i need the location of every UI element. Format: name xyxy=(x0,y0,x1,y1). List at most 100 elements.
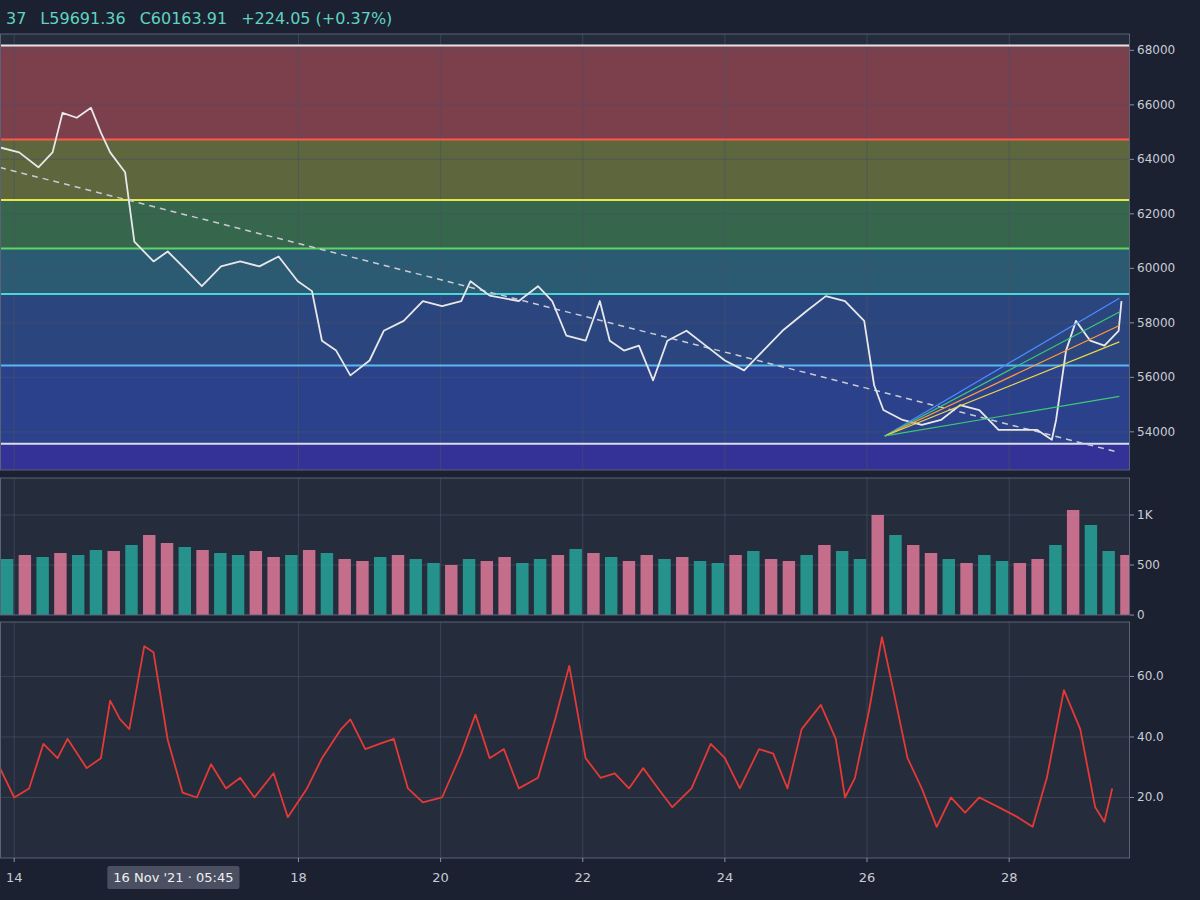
y-grid-line xyxy=(0,736,1130,737)
x-grid-line xyxy=(867,622,868,858)
volume-bar xyxy=(836,551,848,615)
volume-bar xyxy=(907,545,919,615)
x-grid-line xyxy=(14,478,15,615)
fan-line xyxy=(885,298,1120,436)
volume-bar xyxy=(90,550,102,615)
y-tick-label: 66000 xyxy=(1137,98,1175,112)
x-tick xyxy=(582,858,583,862)
x-grid-line xyxy=(724,622,725,858)
volume-bar xyxy=(285,555,297,615)
x-grid-line xyxy=(582,34,583,470)
x-tick-label: 18 xyxy=(290,870,307,885)
volume-bar xyxy=(996,561,1008,615)
x-grid-line xyxy=(440,34,441,470)
volume-bar xyxy=(374,557,386,615)
volume-bar xyxy=(694,561,706,615)
y-tick xyxy=(1130,797,1134,798)
volume-bar xyxy=(125,545,137,615)
y-tick-label: 60000 xyxy=(1137,261,1175,275)
plot-background xyxy=(0,34,1130,470)
volume-bar xyxy=(232,555,244,615)
volume-bar xyxy=(107,551,119,615)
plot-background xyxy=(0,622,1130,858)
volume-bar xyxy=(410,559,422,615)
volume-bar xyxy=(54,553,66,615)
x-grid-line xyxy=(867,478,868,615)
y-tick xyxy=(1130,268,1134,269)
y-tick-label: 62000 xyxy=(1137,207,1175,221)
x-grid-line xyxy=(1009,34,1010,470)
x-tick xyxy=(1009,858,1010,862)
y-tick-label: 40.0 xyxy=(1137,730,1164,744)
x-tick xyxy=(867,858,868,862)
y-tick-label: 1K xyxy=(1137,508,1154,522)
volume-bar xyxy=(1120,555,1130,615)
volume-bar xyxy=(516,563,528,615)
x-tick xyxy=(298,858,299,862)
x-tick xyxy=(14,858,15,862)
fib-level-line xyxy=(0,44,1130,46)
x-tick xyxy=(440,858,441,862)
fib-level-line xyxy=(0,248,1130,250)
series-line xyxy=(0,637,1112,827)
volume-bar xyxy=(747,551,759,615)
x-tick-label: 22 xyxy=(574,870,591,885)
volume-bar xyxy=(800,555,812,615)
volume-bar xyxy=(1014,563,1026,615)
ohlc-label: C60163.91 xyxy=(140,9,228,28)
ohlc-label: 37 xyxy=(6,9,26,28)
crosshair-label-box xyxy=(107,866,239,889)
series-line xyxy=(0,108,1121,440)
fib-level-line xyxy=(0,293,1130,295)
y-grid-line xyxy=(0,515,1130,516)
volume-bar xyxy=(587,553,599,615)
fib-band xyxy=(0,200,1130,249)
volume-bar xyxy=(623,561,635,615)
y-tick-label: 20.0 xyxy=(1137,790,1164,804)
volume-bar xyxy=(161,543,173,615)
ohlc-label: +224.05 (+0.37%) xyxy=(241,9,392,28)
volume-bar xyxy=(676,557,688,615)
volume-bar xyxy=(214,553,226,615)
x-grid-line xyxy=(1009,622,1010,858)
volume-bar xyxy=(854,559,866,615)
volume-bar xyxy=(445,565,457,615)
y-tick xyxy=(1130,736,1134,737)
panel: 20.040.060.01418202224262816 Nov '21 · 0… xyxy=(0,622,1164,889)
y-tick-label: 56000 xyxy=(1137,370,1175,384)
volume-bar xyxy=(605,557,617,615)
chart-root: 37L59691.36C60163.91+224.05 (+0.37%)5400… xyxy=(0,0,1200,900)
panel: 5400056000580006000062000640006600068000 xyxy=(0,34,1175,470)
volume-bar xyxy=(729,555,741,615)
volume-bar xyxy=(498,557,510,615)
x-grid-line xyxy=(298,478,299,615)
y-grid-line xyxy=(0,268,1130,269)
volume-bar xyxy=(658,559,670,615)
volume-bar xyxy=(143,535,155,615)
volume-bar xyxy=(1102,551,1114,615)
volume-bar xyxy=(179,547,191,615)
fib-level-line xyxy=(0,199,1130,201)
volume-bar xyxy=(427,563,439,615)
x-grid-line xyxy=(440,478,441,615)
x-grid-line xyxy=(867,34,868,470)
fan-line xyxy=(885,396,1120,436)
y-grid-line xyxy=(0,377,1130,378)
y-grid-line xyxy=(0,431,1130,432)
y-tick xyxy=(1130,515,1134,516)
volume-bar xyxy=(534,559,546,615)
y-tick-label: 58000 xyxy=(1137,316,1175,330)
y-tick xyxy=(1130,377,1134,378)
fib-band xyxy=(0,444,1130,470)
y-tick xyxy=(1130,615,1134,616)
plot-background xyxy=(0,478,1130,615)
fib-band xyxy=(0,45,1130,139)
volume-bar xyxy=(19,555,31,615)
y-grid-line xyxy=(0,50,1130,51)
plot-frame xyxy=(1,622,1130,858)
volume-bar xyxy=(72,555,84,615)
y-grid-line xyxy=(0,322,1130,323)
volume-bar xyxy=(1031,559,1043,615)
y-grid-line xyxy=(0,213,1130,214)
fib-level-line xyxy=(0,443,1130,445)
